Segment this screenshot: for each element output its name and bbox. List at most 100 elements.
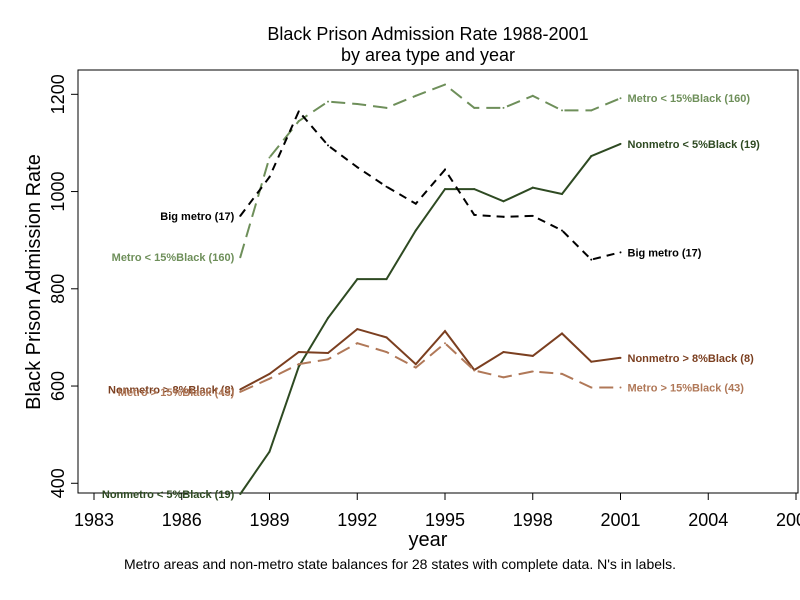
data-point-nonmetro8 bbox=[414, 363, 417, 366]
data-point-nonmetro5 bbox=[531, 186, 534, 189]
data-point-nonmetro8 bbox=[268, 372, 271, 375]
data-point-bigmetro bbox=[473, 213, 476, 216]
data-point-metro15 bbox=[473, 106, 476, 109]
chart-caption: Metro areas and non-metro state balances… bbox=[123, 556, 677, 572]
data-point-nonmetro5 bbox=[414, 229, 417, 232]
data-point-nonmetro5 bbox=[561, 192, 563, 195]
data-point-metro15plus bbox=[414, 366, 417, 369]
data-point-metro15 bbox=[239, 256, 242, 259]
data-point-nonmetro8 bbox=[385, 336, 388, 339]
data-point-nonmetro5 bbox=[327, 316, 329, 319]
data-point-bigmetro bbox=[414, 202, 417, 205]
x-tick-label: 1989 bbox=[249, 510, 289, 530]
data-point-nonmetro5 bbox=[297, 365, 300, 368]
data-point-nonmetro8 bbox=[444, 330, 446, 333]
chart-title: Black Prison Admission Rate 1988-2001 bbox=[267, 24, 588, 44]
data-point-nonmetro8 bbox=[619, 356, 622, 359]
y-tick-label: 1200 bbox=[48, 74, 68, 114]
data-point-nonmetro5 bbox=[356, 278, 359, 281]
series-line-bigmetro bbox=[239, 109, 621, 261]
data-point-metro15plus bbox=[531, 370, 534, 373]
x-axis-title: year bbox=[409, 529, 448, 551]
data-point-metro15 bbox=[414, 94, 417, 97]
data-point-nonmetro8 bbox=[531, 354, 534, 357]
data-point-metro15plus bbox=[268, 377, 271, 380]
data-point-metro15plus bbox=[473, 369, 476, 372]
data-point-metro15 bbox=[619, 97, 622, 100]
x-tick-label: 1992 bbox=[337, 510, 377, 530]
data-point-nonmetro5 bbox=[444, 188, 446, 191]
data-point-metro15 bbox=[356, 103, 359, 106]
data-point-bigmetro bbox=[327, 144, 329, 147]
data-point-bigmetro bbox=[619, 251, 622, 254]
data-point-nonmetro5 bbox=[590, 155, 593, 158]
series-end-label: Nonmetro < 5%Black (19) bbox=[628, 139, 761, 151]
data-point-nonmetro8 bbox=[356, 328, 359, 331]
y-tick-label: 1000 bbox=[48, 172, 68, 212]
y-tick-label: 600 bbox=[48, 371, 68, 401]
x-axis: 1983 1986 1989 1992 1995 1998 2001 2004 2007 bbox=[74, 493, 800, 530]
data-point-bigmetro bbox=[268, 175, 271, 178]
y-axis-title: Black Prison Admission Rate bbox=[23, 154, 45, 410]
data-point-metro15 bbox=[531, 94, 534, 97]
series-start-label: Metro > 15%Black (43) bbox=[118, 387, 235, 399]
data-point-nonmetro8 bbox=[297, 351, 300, 353]
data-point-bigmetro bbox=[561, 229, 563, 232]
series-start-label: Nonmetro > 8%Black (8) bbox=[108, 384, 235, 396]
data-point-metro15plus bbox=[502, 376, 505, 379]
x-tick-label: 1986 bbox=[162, 510, 202, 530]
series-lines bbox=[239, 83, 622, 495]
data-point-nonmetro5 bbox=[239, 492, 242, 495]
x-tick-label: 2001 bbox=[600, 510, 640, 530]
data-point-metro15 bbox=[502, 106, 505, 109]
chart-subtitle: by area type and year bbox=[341, 45, 515, 65]
x-tick-label: 1983 bbox=[74, 510, 114, 530]
data-point-metro15 bbox=[385, 106, 388, 109]
data-point-metro15 bbox=[297, 120, 300, 123]
data-point-metro15plus bbox=[385, 351, 388, 353]
series-end-label: Metro > 15%Black (43) bbox=[628, 382, 745, 394]
data-point-metro15 bbox=[327, 100, 329, 103]
data-point-metro15plus bbox=[561, 372, 563, 375]
series-start-label: Nonmetro < 5%Black (19) bbox=[102, 489, 235, 501]
data-point-nonmetro5 bbox=[473, 188, 476, 191]
series-start-label: Big metro (17) bbox=[160, 211, 234, 223]
x-tick-label: 1998 bbox=[513, 510, 553, 530]
y-tick-label: 800 bbox=[48, 274, 68, 304]
data-point-metro15 bbox=[590, 109, 593, 112]
data-point-metro15plus bbox=[239, 390, 242, 393]
data-point-nonmetro8 bbox=[502, 351, 505, 353]
data-point-nonmetro8 bbox=[239, 388, 242, 391]
data-point-metro15plus bbox=[297, 363, 300, 366]
series-end-label: Big metro (17) bbox=[628, 247, 702, 259]
x-tick-label: 2007 bbox=[776, 510, 800, 530]
data-point-bigmetro bbox=[239, 214, 242, 217]
y-tick-label: 400 bbox=[48, 468, 68, 498]
series-labels: Metro < 15%Black (160) Metro < 15%Black (… bbox=[102, 93, 760, 501]
series-end-label: Metro < 15%Black (160) bbox=[628, 93, 751, 105]
data-point-nonmetro5 bbox=[268, 450, 271, 453]
data-point-nonmetro8 bbox=[327, 351, 329, 354]
data-point-metro15 bbox=[444, 83, 446, 86]
data-point-metro15plus bbox=[327, 358, 329, 361]
data-point-nonmetro5 bbox=[619, 142, 622, 145]
data-point-nonmetro8 bbox=[561, 332, 563, 335]
data-point-bigmetro bbox=[356, 166, 359, 169]
x-tick-label: 2004 bbox=[688, 510, 728, 530]
data-point-metro15 bbox=[268, 156, 271, 159]
data-point-metro15plus bbox=[619, 386, 622, 389]
data-point-bigmetro bbox=[590, 258, 593, 261]
series-line-nonmetro8 bbox=[239, 327, 621, 391]
data-point-bigmetro bbox=[385, 185, 388, 188]
series-start-label: Metro < 15%Black (160) bbox=[112, 252, 235, 264]
x-tick-label: 1995 bbox=[425, 510, 465, 530]
data-point-metro15plus bbox=[590, 386, 593, 389]
data-point-bigmetro bbox=[531, 214, 534, 217]
plot-area bbox=[77, 69, 799, 494]
data-point-metro15plus bbox=[356, 342, 359, 345]
data-point-bigmetro bbox=[502, 215, 505, 218]
data-point-bigmetro bbox=[297, 110, 300, 113]
data-point-metro15plus bbox=[444, 342, 446, 345]
data-point-metro15 bbox=[561, 109, 563, 112]
